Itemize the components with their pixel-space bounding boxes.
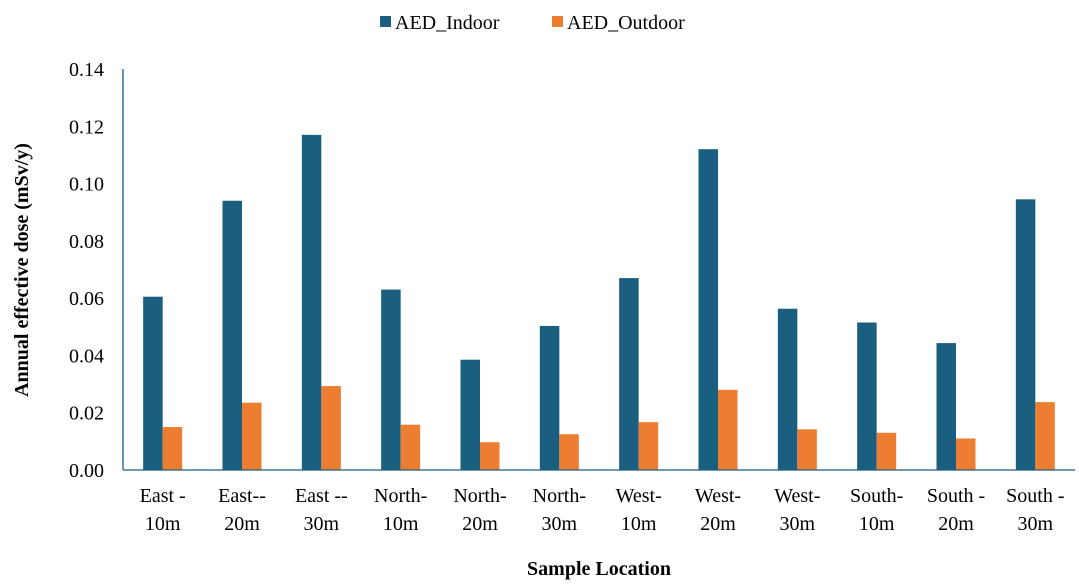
x-tick-label: West-30m xyxy=(774,485,820,535)
x-tick-label: South-10m xyxy=(850,485,903,535)
bar-aed-indoor xyxy=(698,149,718,470)
x-axis: East -10m East--20m East --30m North-10m Nor… xyxy=(123,469,1075,535)
x-tick-label: East--20m xyxy=(218,485,266,535)
bar-aed-outdoor xyxy=(718,389,738,470)
bar-aed-outdoor xyxy=(638,422,659,470)
bar-aed-indoor xyxy=(936,343,956,470)
x-tick-label: East -10m xyxy=(140,485,186,535)
x-tick-label: North-20m xyxy=(453,485,506,535)
y-tick-label: 0.00 xyxy=(69,460,104,482)
bar-aed-outdoor xyxy=(876,432,897,470)
x-tick-label: East --30m xyxy=(295,485,348,535)
y-axis: 0.00 0.02 0.04 0.06 0.08 0.10 0.12 0.14 xyxy=(69,59,124,482)
legend: AED_Indoor AED_Outdoor xyxy=(380,12,685,34)
bar-aed-indoor xyxy=(143,296,163,470)
bar-aed-outdoor xyxy=(400,424,421,470)
bar-aed-indoor xyxy=(222,200,242,470)
legend-swatch xyxy=(380,16,391,27)
y-tick-label: 0.02 xyxy=(69,403,104,425)
bar-aed-outdoor xyxy=(242,402,262,470)
bar-aed-indoor xyxy=(381,289,401,470)
x-tick-label: North-30m xyxy=(533,485,586,535)
x-tick-label: West-10m xyxy=(616,485,662,535)
y-tick-label: 0.14 xyxy=(69,59,104,81)
bar-aed-outdoor xyxy=(480,442,500,470)
bar-aed-indoor xyxy=(777,308,798,470)
x-tick-label: West-20m xyxy=(695,485,741,535)
bars xyxy=(143,134,1055,470)
bar-aed-indoor xyxy=(539,325,560,470)
legend-label: AED_Indoor xyxy=(395,12,500,34)
bar-aed-outdoor xyxy=(797,429,817,470)
bar-aed-outdoor xyxy=(321,386,341,470)
y-tick-label: 0.08 xyxy=(69,231,104,253)
x-tick-label: South -20m xyxy=(927,485,985,535)
x-tick-label: North-10m xyxy=(374,485,427,535)
y-axis-title: Annual effective dose (mSv/y) xyxy=(11,143,33,397)
bar-aed-indoor xyxy=(857,322,877,470)
legend-label: AED_Outdoor xyxy=(567,12,685,34)
bar-aed-outdoor xyxy=(956,438,976,470)
y-tick-label: 0.04 xyxy=(69,345,104,367)
x-tick-label: South -30m xyxy=(1006,485,1064,535)
bar-aed-outdoor xyxy=(559,434,579,470)
legend-swatch xyxy=(552,16,563,27)
bar-aed-indoor xyxy=(460,359,480,470)
y-tick-label: 0.10 xyxy=(69,174,104,196)
bar-aed-indoor xyxy=(619,278,639,470)
bar-aed-indoor xyxy=(1015,199,1036,470)
x-axis-title: Sample Location xyxy=(527,558,671,580)
bar-aed-indoor xyxy=(301,134,322,470)
bar-aed-outdoor xyxy=(162,427,183,470)
bar-aed-outdoor xyxy=(1035,402,1055,470)
y-tick-label: 0.12 xyxy=(69,116,104,138)
y-tick-label: 0.06 xyxy=(69,288,104,310)
